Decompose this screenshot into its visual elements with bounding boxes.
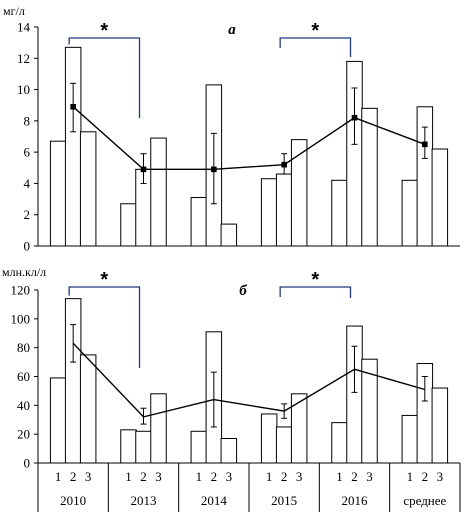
group-label-3: 2015 — [271, 493, 297, 508]
subcategory-label: 2 — [351, 469, 358, 484]
subcategory-label: 3 — [366, 469, 373, 484]
group-label-0: 2010 — [60, 493, 86, 508]
bar-2014-1 — [190, 197, 208, 247]
y-tick-label: 60 — [17, 369, 30, 384]
bar-2015-3 — [290, 393, 308, 464]
significance-star: * — [311, 20, 319, 42]
y-axis-unit-label: мг/л — [3, 4, 25, 18]
bar-среднее-1 — [401, 414, 419, 464]
bar-2016-1 — [331, 179, 348, 247]
y-tick-label: 2 — [24, 207, 31, 222]
bar-2014-3 — [220, 223, 238, 247]
y-tick-label: 4 — [24, 176, 31, 191]
bar-среднее-3 — [431, 387, 449, 464]
mean-marker — [422, 141, 428, 148]
bar-2016-3 — [361, 358, 378, 464]
bar-2010-3 — [79, 131, 97, 247]
y-tick-label: 12 — [17, 51, 30, 66]
bar-среднее-1 — [401, 179, 419, 247]
significance-star: * — [100, 269, 108, 291]
subcategory-label: 3 — [155, 469, 162, 484]
bar-2015-2 — [275, 173, 293, 247]
panel-letter: a — [228, 22, 236, 38]
bar-2014-1 — [190, 430, 208, 464]
subcategory-label: 1 — [266, 469, 273, 484]
bar-2013-2 — [135, 430, 152, 464]
y-tick-label: 14 — [17, 20, 31, 35]
bar-2010-2 — [64, 46, 82, 247]
subcategory-label: 1 — [407, 469, 414, 484]
bar-2014-3 — [220, 437, 238, 464]
mean-marker — [211, 166, 217, 173]
subcategory-label: 3 — [296, 469, 303, 484]
y-tick-label: 20 — [17, 427, 30, 442]
bar-2013-1 — [120, 429, 137, 464]
subcategory-label: 1 — [125, 469, 132, 484]
subcategory-label: 3 — [437, 469, 444, 484]
y-tick-label: 6 — [24, 145, 31, 160]
y-tick-label: 0 — [24, 456, 31, 471]
bar-среднее-3 — [431, 148, 449, 247]
bar-2010-2 — [64, 298, 82, 464]
bar-2010-1 — [49, 140, 67, 247]
subcategory-label: 2 — [281, 469, 288, 484]
mean-line — [72, 106, 426, 171]
bar-2015-3 — [290, 139, 308, 247]
bar-2013-3 — [150, 393, 167, 464]
significance-bracket — [68, 37, 141, 118]
group-label-2: 2014 — [201, 493, 228, 508]
subcategory-label: 1 — [55, 469, 62, 484]
subcategory-label: 3 — [85, 469, 92, 484]
significance-bracket — [279, 286, 352, 298]
bar-2010-3 — [79, 354, 97, 464]
mean-marker — [281, 161, 287, 168]
y-tick-label: 120 — [11, 283, 31, 298]
subcategory-label: 2 — [140, 469, 147, 484]
mean-line — [72, 342, 425, 418]
subcategory-label: 1 — [336, 469, 343, 484]
panel-letter: б — [239, 283, 247, 299]
bar-2016-1 — [331, 422, 348, 464]
group-label-5: среднее — [403, 493, 446, 508]
subcategory-label: 1 — [196, 469, 203, 484]
y-tick-label: 80 — [17, 340, 30, 355]
y-tick-label: 40 — [17, 398, 30, 413]
bar-2016-3 — [361, 107, 378, 247]
y-axis-unit-label: млн.кл/л — [2, 265, 46, 279]
subcategory-label: 2 — [70, 469, 77, 484]
significance-star: * — [100, 20, 108, 42]
bar-2013-1 — [120, 203, 137, 247]
subcategory-label: 2 — [211, 469, 218, 484]
chart-panel-a: 0 2 4 6 8 10 12 14 мг/л a * * — [3, 4, 460, 254]
bar-2015-2 — [275, 426, 293, 464]
bar-2010-1 — [49, 377, 67, 464]
y-tick-label: 0 — [24, 239, 31, 254]
bar-2015-1 — [260, 413, 278, 464]
subcategory-label: 3 — [226, 469, 233, 484]
bar-2015-1 — [260, 178, 278, 247]
subcategory-label: 2 — [422, 469, 429, 484]
chart-panel-b: 0 20 40 60 80 100 120 млн.кл/л б * * — [2, 265, 460, 471]
bar-2013-3 — [150, 137, 167, 247]
y-tick-label: 100 — [11, 311, 31, 326]
group-label-1: 2013 — [131, 493, 157, 508]
mean-marker — [70, 103, 76, 110]
y-tick-label: 10 — [17, 82, 30, 97]
significance-star: * — [311, 269, 319, 291]
mean-marker — [140, 166, 147, 173]
group-label-4: 2016 — [342, 493, 369, 508]
significance-bracket — [68, 286, 141, 368]
y-tick-label: 8 — [24, 113, 31, 128]
significance-bracket — [279, 37, 352, 57]
mean-marker — [351, 114, 358, 121]
